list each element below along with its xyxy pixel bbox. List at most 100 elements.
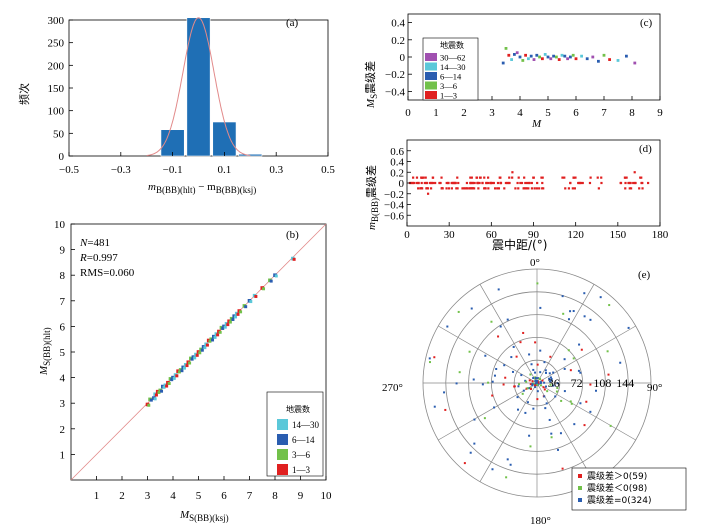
panel-c-point <box>513 53 516 56</box>
panel-c-ylabel-sub: S <box>369 94 379 99</box>
panel-e-point <box>569 400 572 403</box>
panel-d-point <box>464 187 467 190</box>
panel-b-point <box>185 364 189 368</box>
panel-b-point <box>205 343 209 347</box>
panel-b-point <box>216 333 220 337</box>
panel-b-point <box>244 305 248 309</box>
panel-d-point <box>533 187 536 190</box>
panel-e-point <box>561 467 564 470</box>
panel-d-point <box>487 181 490 185</box>
panel-e-grid-spoke <box>536 382 595 482</box>
panel-b: 1 2 3 4 5 6 7 8 9 10 1 2 3 4 5 6 7 8 9 10 (b) N=481 R=0.99… <box>38 219 332 523</box>
panel-b-point <box>188 361 192 365</box>
panel-c-point <box>524 53 527 57</box>
panel-e-point <box>481 383 484 386</box>
panel-b-point <box>213 335 217 339</box>
panel-e-point <box>491 380 494 383</box>
panel-b-point <box>149 398 153 402</box>
panel-e-point <box>534 382 537 385</box>
panel-d-point <box>478 181 481 185</box>
panel-c-point <box>608 58 611 61</box>
panel-c-xtick-label: 1 <box>433 107 439 119</box>
panel-d-point <box>520 181 524 185</box>
panel-b-point <box>226 323 230 327</box>
panel-e-point <box>548 377 551 380</box>
panel-d-point <box>440 176 443 179</box>
panel-d-point <box>454 181 457 185</box>
panel-c-point <box>535 53 539 57</box>
panel-d-point <box>569 181 572 185</box>
panel-e-point <box>519 341 522 344</box>
panel-b-xtick-label: 2 <box>119 490 125 502</box>
panel-e-point <box>579 371 582 374</box>
panel-e-point <box>483 417 486 420</box>
panel-c-point <box>532 58 536 61</box>
panel-d-point <box>424 176 427 179</box>
panel-e-point <box>609 424 612 427</box>
panel-b-ytick-label: 10 <box>54 219 66 231</box>
panel-e-point <box>472 378 475 381</box>
panel-e-point <box>484 354 487 357</box>
panel-c-legend-label: 14—30 <box>440 62 466 72</box>
panel-d-point <box>596 176 599 179</box>
panel-c-point <box>560 53 564 57</box>
panel-c-xtick-label: 9 <box>657 107 663 119</box>
panel-d-point <box>629 187 633 190</box>
panel-d-point <box>519 181 522 185</box>
panel-d-point <box>489 181 492 185</box>
panel-e-point <box>536 282 539 285</box>
panel-e-point <box>444 408 447 411</box>
panel-e-point <box>589 410 592 413</box>
panel-c-point <box>625 54 628 58</box>
panel-b-legend-label: 1—3 <box>292 465 311 475</box>
panel-e-point <box>619 361 622 364</box>
panel-e-point <box>433 356 436 359</box>
panel-d-point <box>471 181 475 185</box>
panel-b-xtick-label: 4 <box>170 490 176 502</box>
panel-d-point <box>457 181 460 185</box>
panel-d-point <box>496 181 500 185</box>
panel-c-point <box>633 61 637 65</box>
panel-c-xtick-label: 0 <box>405 107 411 119</box>
panel-e-point <box>550 378 553 381</box>
panel-b-point <box>231 317 235 321</box>
panel-d-label: (d) <box>639 143 652 155</box>
panel-e-legend-marker <box>578 498 582 502</box>
panel-e-point <box>538 377 541 380</box>
panel-d-point <box>450 187 453 190</box>
panel-b-point <box>147 403 151 407</box>
panel-e-point <box>548 418 551 421</box>
panel-d-point <box>540 176 543 179</box>
panel-e-point <box>585 400 588 403</box>
panel-c-point <box>518 55 522 59</box>
panel-e-point <box>544 407 547 410</box>
panel-b-stat-n-value: =481 <box>87 237 110 249</box>
panel-d-point <box>475 176 478 179</box>
panel-d-point <box>580 181 583 185</box>
panel-e-point <box>543 395 546 398</box>
panel-d-point <box>417 181 420 185</box>
panel-b-stat-n: N=481 <box>79 237 110 249</box>
panel-b-ytick-label: 2 <box>60 424 66 436</box>
panel-b-point <box>182 366 186 370</box>
panel-c-xtick-label: 4 <box>517 107 523 119</box>
panel-e-point <box>543 388 546 391</box>
panel-d-point <box>496 187 499 190</box>
panel-d-point <box>456 187 459 190</box>
panel-d-point <box>574 176 577 179</box>
panel-d-point <box>473 181 476 185</box>
panel-d-point <box>478 176 482 179</box>
panel-d-point <box>431 176 434 179</box>
panel-b-xlabel: MS(BB)(ksj) <box>179 509 229 523</box>
panel-e-point <box>428 361 431 364</box>
panel-e-point <box>534 377 537 380</box>
panel-b-point <box>160 389 164 393</box>
panel-d-point <box>438 181 441 185</box>
panel-d-point <box>465 181 469 185</box>
panel-d-point <box>503 187 506 190</box>
panel-d-point <box>508 181 511 185</box>
panel-a-xtick-label: −0.1 <box>163 164 183 176</box>
panel-c-legend-swatch <box>425 53 437 61</box>
panel-e-point <box>549 383 552 386</box>
